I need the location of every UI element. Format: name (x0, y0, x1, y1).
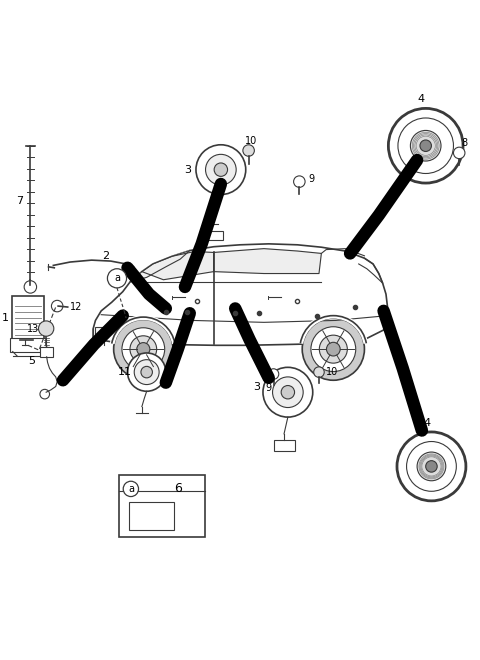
Circle shape (205, 154, 236, 185)
Circle shape (281, 385, 295, 399)
Text: 4: 4 (417, 94, 424, 104)
Circle shape (128, 353, 166, 391)
Bar (10, 338, 46, 352)
Polygon shape (142, 251, 214, 280)
Text: 8: 8 (461, 139, 467, 148)
Circle shape (122, 328, 165, 370)
Circle shape (130, 336, 156, 362)
Circle shape (319, 335, 348, 363)
Text: 3: 3 (184, 164, 191, 175)
Bar (129, 502, 174, 530)
Polygon shape (129, 273, 138, 277)
Text: 2: 2 (102, 251, 109, 261)
Circle shape (273, 377, 303, 407)
Text: 5: 5 (28, 356, 36, 366)
Circle shape (137, 343, 150, 356)
Text: 9: 9 (265, 383, 272, 393)
Text: 9: 9 (309, 174, 315, 184)
Circle shape (38, 321, 54, 336)
Bar (12, 296, 44, 340)
Text: 11: 11 (118, 367, 132, 377)
Text: 1: 1 (2, 313, 9, 323)
Text: 6: 6 (174, 482, 182, 496)
Circle shape (214, 163, 228, 176)
Circle shape (196, 145, 246, 195)
Text: 4: 4 (423, 418, 430, 428)
Circle shape (311, 327, 356, 372)
Polygon shape (214, 249, 322, 273)
Circle shape (302, 318, 364, 380)
Polygon shape (93, 244, 387, 345)
Circle shape (243, 145, 254, 156)
Text: 3: 3 (253, 382, 260, 393)
Circle shape (410, 131, 441, 161)
Circle shape (51, 300, 63, 312)
Circle shape (263, 368, 313, 417)
Circle shape (294, 176, 305, 187)
Polygon shape (130, 251, 190, 282)
Bar (95, 327, 104, 334)
Circle shape (417, 452, 446, 480)
Text: 12: 12 (70, 302, 83, 312)
Circle shape (123, 481, 139, 496)
Circle shape (42, 347, 51, 357)
Circle shape (314, 367, 324, 378)
Circle shape (454, 147, 465, 158)
Bar (274, 440, 295, 451)
Circle shape (407, 442, 456, 491)
Circle shape (24, 280, 36, 293)
Bar (120, 475, 204, 537)
Circle shape (397, 432, 466, 501)
Text: 13: 13 (27, 323, 39, 333)
Circle shape (426, 461, 437, 472)
Circle shape (268, 369, 279, 380)
Circle shape (108, 269, 127, 288)
Circle shape (134, 360, 159, 385)
Circle shape (326, 343, 340, 356)
Circle shape (388, 108, 463, 183)
Text: 10: 10 (326, 367, 338, 377)
Text: a: a (128, 484, 134, 494)
Circle shape (420, 140, 432, 152)
Circle shape (40, 389, 49, 399)
Circle shape (114, 319, 173, 379)
Bar (40, 347, 53, 357)
Circle shape (141, 366, 153, 378)
Text: 7: 7 (16, 196, 24, 206)
Bar (202, 232, 223, 240)
Circle shape (398, 118, 454, 174)
Text: 10: 10 (245, 136, 257, 146)
Text: a: a (114, 273, 120, 283)
